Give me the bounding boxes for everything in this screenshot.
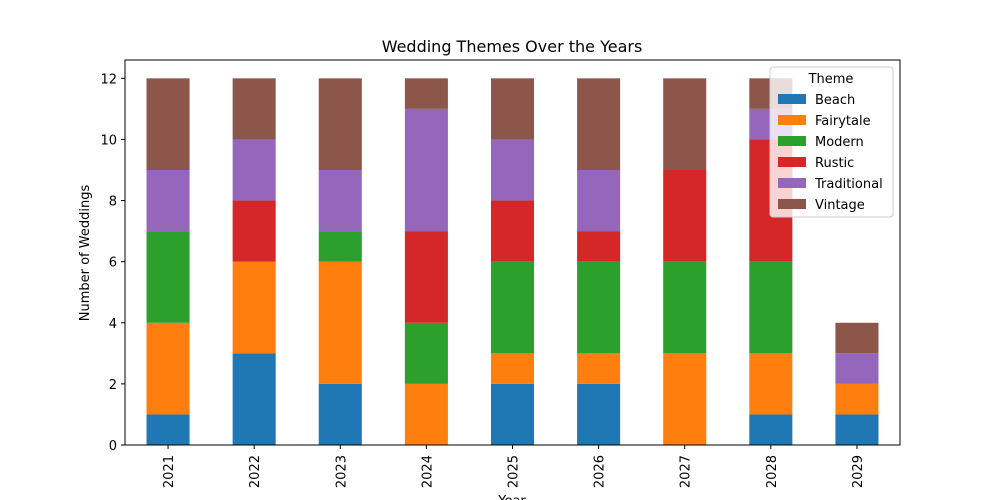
legend-swatch [778, 115, 806, 125]
bar-segment [146, 78, 190, 170]
bar-segment [318, 170, 362, 232]
legend-label: Modern [815, 135, 864, 150]
legend-swatch [778, 136, 806, 146]
bar-segment [490, 261, 535, 354]
x-tick-label: 2022 [248, 455, 263, 488]
bar-segment [232, 261, 276, 354]
x-tick-label: 2029 [851, 455, 866, 488]
y-tick-label: 12 [100, 72, 117, 87]
bar-segment [577, 383, 621, 445]
bar-segment [318, 383, 362, 445]
bar-segment [490, 383, 535, 445]
x-axis-label: Year [497, 494, 526, 500]
legend-label: Beach [815, 93, 855, 108]
bar-segment [318, 231, 362, 262]
bar-segment [232, 78, 276, 140]
y-tick-label: 0 [109, 439, 117, 454]
bar-segment [490, 200, 535, 262]
bar-segment [835, 322, 879, 354]
y-tick-label: 4 [109, 317, 117, 332]
bar-segment [749, 414, 793, 445]
bar-segment [577, 231, 621, 262]
y-tick-label: 8 [109, 195, 117, 210]
legend-swatch [778, 178, 806, 188]
bar-segment [404, 108, 448, 232]
bar-segment [577, 78, 621, 170]
bar-segment [663, 78, 707, 170]
bar-segment [318, 261, 362, 384]
x-tick-label: 2026 [593, 455, 608, 488]
bar-segment [663, 353, 707, 445]
legend-title: Theme [808, 72, 854, 87]
bar-segment [318, 78, 362, 170]
x-tick-label: 2023 [334, 455, 349, 488]
bar-segment [490, 139, 535, 201]
bar-segment [404, 383, 448, 445]
plot-frame [124, 59, 901, 446]
bar-segment [146, 322, 190, 415]
bar-segment [577, 353, 621, 384]
bar-segment [404, 231, 448, 323]
bar-segment [490, 353, 535, 384]
bar-segment [749, 261, 793, 354]
x-tick-label: 2027 [679, 455, 694, 488]
y-tick-label: 6 [109, 256, 117, 271]
bar-segment [835, 383, 879, 415]
bar-segment [835, 353, 879, 384]
legend-swatch [778, 94, 806, 104]
legend-label: Traditional [814, 177, 883, 192]
legend-label: Fairytale [815, 114, 871, 129]
x-tick-label: 2025 [507, 455, 522, 488]
x-tick-label: 2024 [420, 455, 435, 488]
legend-swatch [778, 157, 806, 167]
bar-segment [232, 139, 276, 201]
bar-segment [490, 78, 535, 140]
bar-segment [577, 261, 621, 354]
bar-segment [404, 322, 448, 384]
legend-label: Rustic [815, 156, 854, 171]
bar-segment [835, 414, 879, 445]
bar-segment [404, 78, 448, 109]
x-tick-label: 2021 [162, 455, 177, 488]
legend-label: Vintage [815, 198, 865, 213]
bar-segment [232, 200, 276, 262]
bar-segment [146, 170, 190, 232]
y-axis-label: Number of Weddings [78, 185, 93, 322]
bar-segment [663, 261, 707, 354]
y-tick-label: 10 [100, 133, 117, 148]
bar-segment [146, 231, 190, 323]
legend-swatch [778, 199, 806, 209]
x-tick-label: 2028 [765, 455, 780, 488]
bar-segment [577, 170, 621, 232]
y-tick-label: 2 [109, 378, 117, 393]
bar-segment [749, 353, 793, 415]
chart-title: Wedding Themes Over the Years [382, 37, 643, 56]
bar-segment [663, 170, 707, 262]
bar-segment [232, 353, 276, 445]
bar-segment [146, 414, 190, 445]
